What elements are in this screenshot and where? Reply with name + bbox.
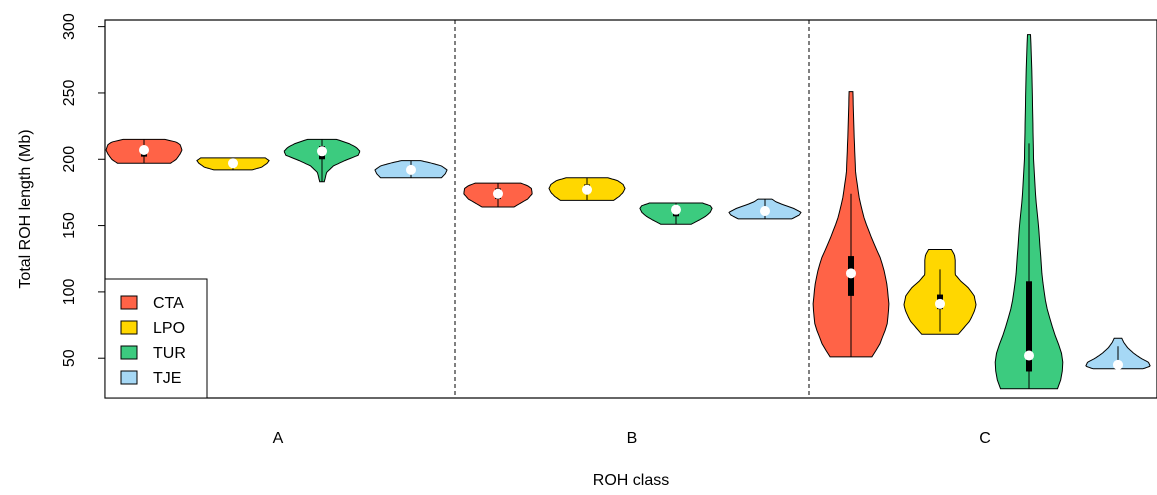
x-axis-title: ROH class xyxy=(593,472,669,489)
x-axis: A B C xyxy=(273,430,991,447)
violin-median-c-cta xyxy=(846,268,856,279)
y-tick-label-150: 150 xyxy=(61,212,78,239)
violin-median-b-tje xyxy=(760,205,770,216)
violin-median-a-cta xyxy=(139,144,149,155)
legend-swatch-tur xyxy=(120,345,138,360)
x-tick-label-c: C xyxy=(979,430,991,447)
violin-median-b-cta xyxy=(493,188,503,199)
violin-median-a-lpo xyxy=(228,158,238,169)
legend-label-tur: TUR xyxy=(153,345,186,362)
x-tick-label-a: A xyxy=(273,430,284,447)
y-tick-label-100: 100 xyxy=(61,278,78,305)
legend-label-cta: CTA xyxy=(153,295,184,312)
violin-c-tje xyxy=(1085,337,1151,370)
violin-median-c-lpo xyxy=(935,298,945,309)
y-axis-title: Total ROH length (Mb) xyxy=(17,129,34,288)
violin-b-tje xyxy=(728,198,802,220)
violin-c-lpo xyxy=(903,249,977,335)
violin-a-tje xyxy=(374,160,448,179)
legend-swatch-cta xyxy=(120,295,138,310)
violin-c-tur xyxy=(994,34,1064,390)
violin-a-tur xyxy=(283,138,361,183)
violin-median-c-tur xyxy=(1024,350,1034,361)
violins xyxy=(105,34,1151,390)
y-axis: 50 100 150 200 250 300 xyxy=(61,13,106,367)
violin-b-tur xyxy=(639,202,713,225)
violin-median-a-tur xyxy=(317,146,327,157)
y-tick-label-300: 300 xyxy=(61,13,78,40)
violin-box-c-tur xyxy=(1026,281,1032,372)
y-tick-label-250: 250 xyxy=(61,80,78,107)
legend-swatch-tje xyxy=(120,370,138,385)
violin-a-cta xyxy=(105,138,183,164)
violin-median-b-tur xyxy=(671,204,681,215)
y-tick-label-200: 200 xyxy=(61,146,78,173)
violin-median-c-tje xyxy=(1113,359,1123,370)
violin-a-lpo xyxy=(196,157,270,171)
violin-median-b-lpo xyxy=(582,184,592,195)
plot-frame xyxy=(104,19,1157,399)
legend-label-lpo: LPO xyxy=(153,320,185,337)
legend-label-tje: TJE xyxy=(153,370,181,387)
legend-swatch-lpo xyxy=(120,320,138,335)
violin-c-cta xyxy=(812,91,890,358)
violin-b-lpo xyxy=(548,177,626,201)
violin-b-cta xyxy=(463,182,533,208)
y-tick-label-50: 50 xyxy=(61,349,78,367)
x-tick-label-b: B xyxy=(627,430,638,447)
legend: CTA LPO TUR TJE xyxy=(104,278,208,399)
violin-median-a-tje xyxy=(406,164,416,175)
category-separators xyxy=(454,20,810,398)
plot-border xyxy=(104,19,1157,399)
